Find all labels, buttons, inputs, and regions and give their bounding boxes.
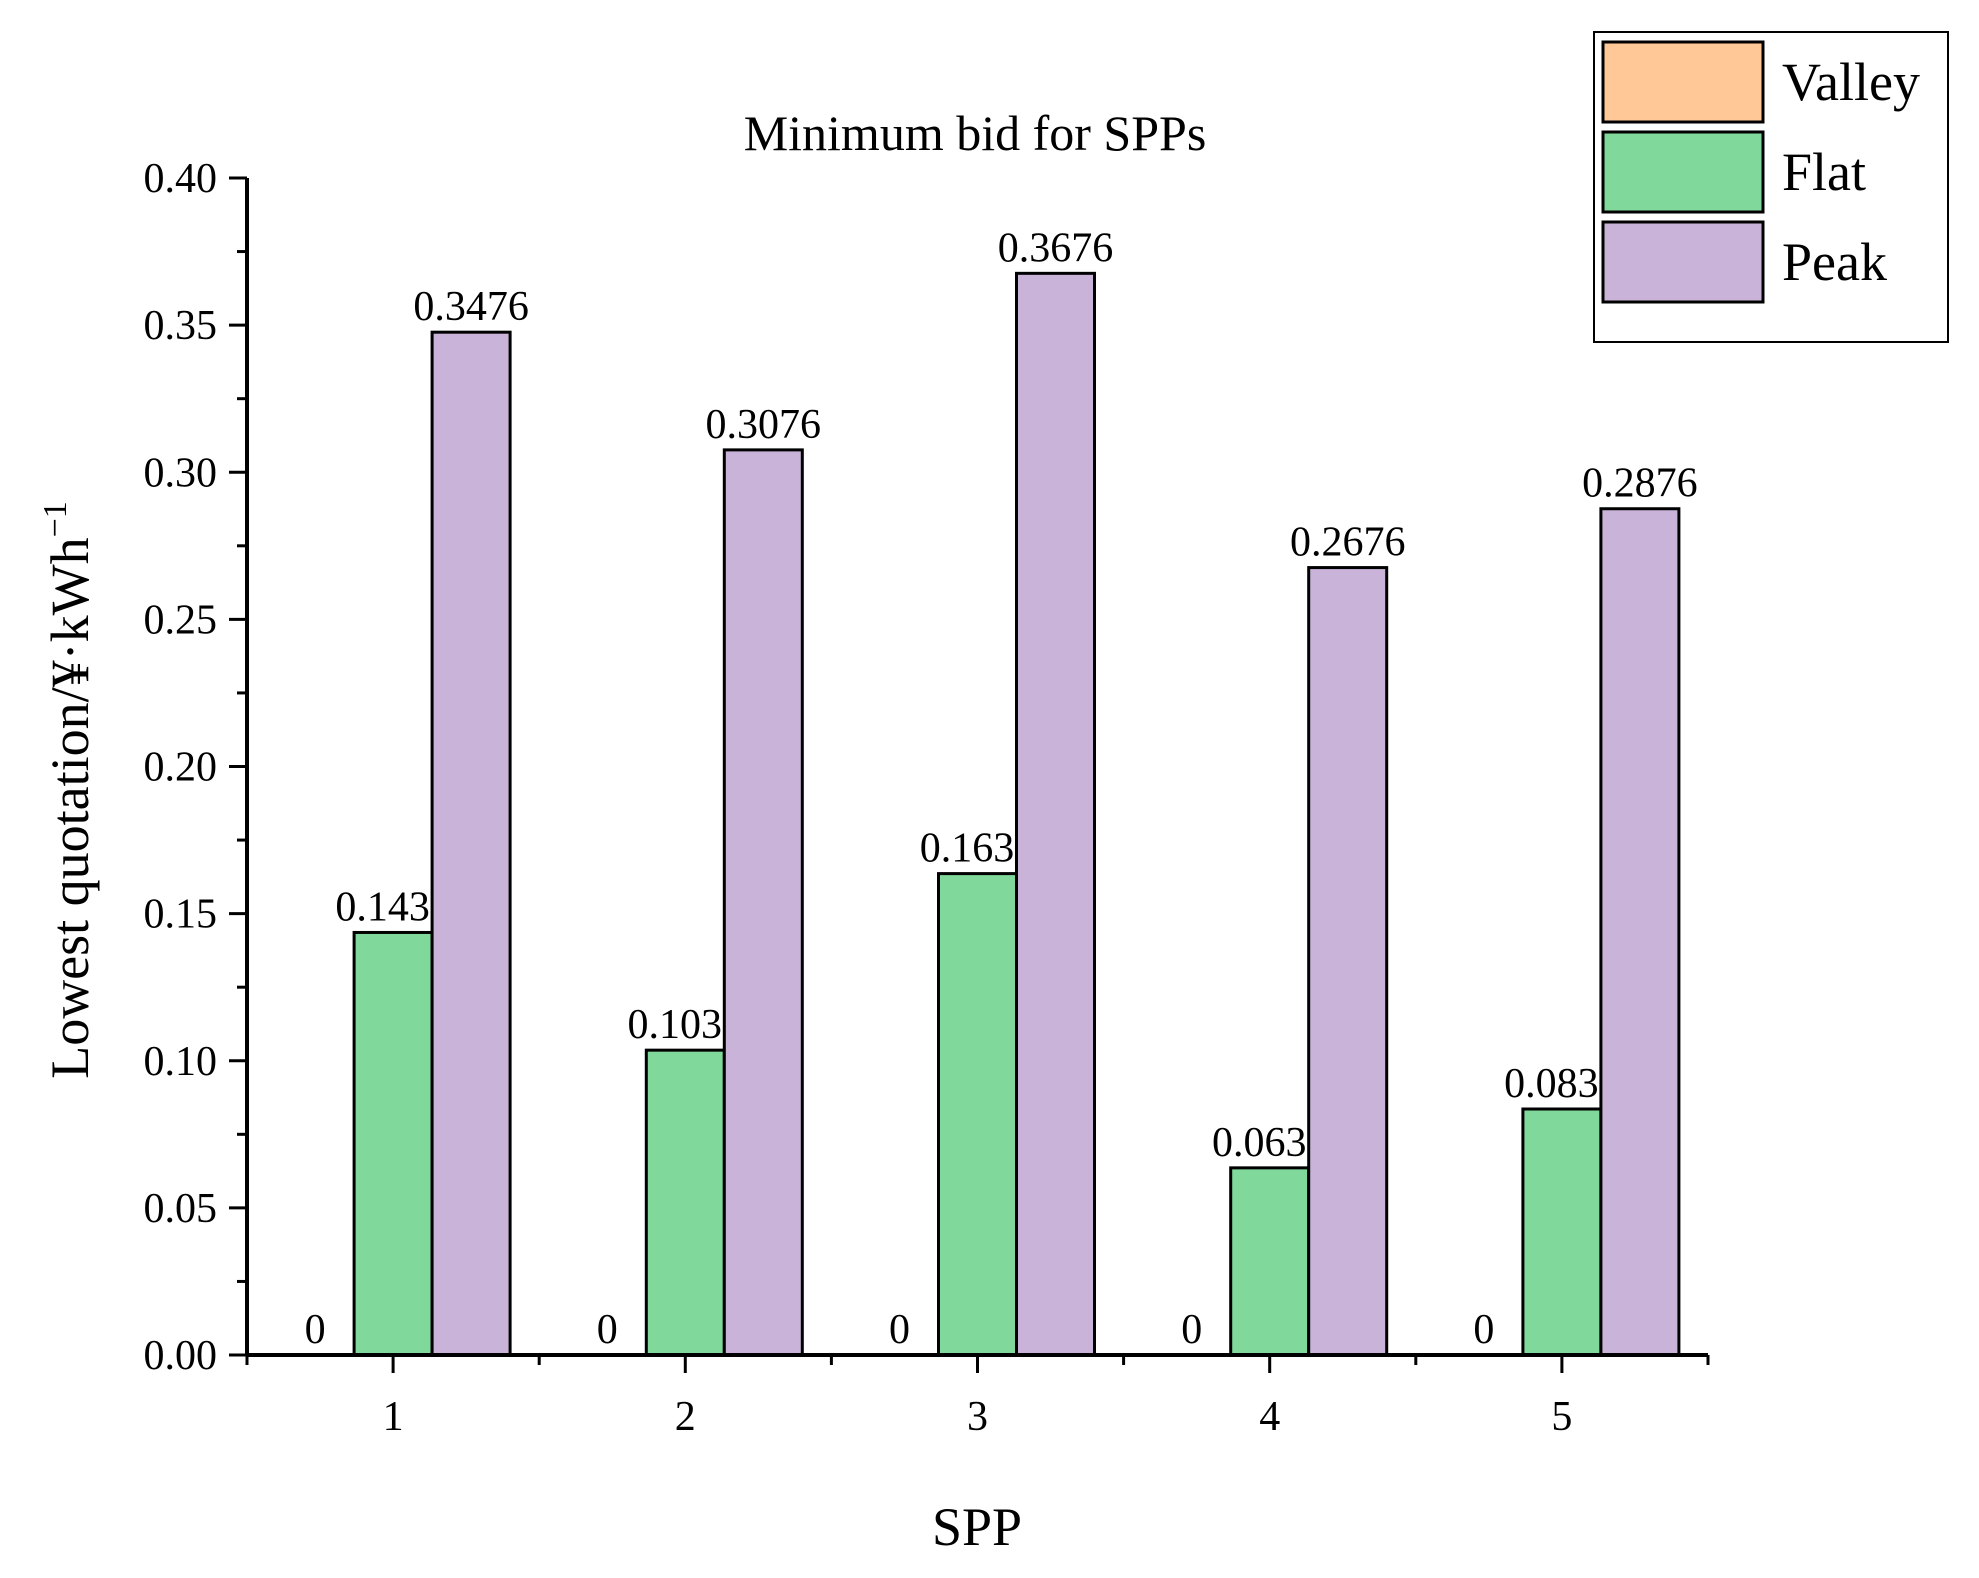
- y-axis-label: Lowest quotation/¥·kWh−1: [37, 501, 100, 1079]
- y-tick-label: 0.35: [144, 303, 218, 349]
- x-axis-label: SPP: [932, 1497, 1022, 1557]
- bar-flat-3: [937, 872, 1018, 1357]
- y-tick-label: 0.30: [144, 450, 218, 496]
- plot-area: 0 0 0 0 00.14360.10360.16360.06360.08360.347…: [144, 156, 1710, 1440]
- data-label-peak-4: 0.2676: [1290, 520, 1406, 566]
- data-label-valley-1: 0: [305, 1307, 326, 1353]
- data-label-valley-3: 0: [889, 1307, 910, 1353]
- bar-peak-5: [1599, 507, 1681, 1357]
- legend-label-valley: Valley: [1782, 52, 1920, 112]
- y-tick-label: 0.00: [144, 1333, 218, 1379]
- legend: Valley Flat Peak: [1593, 31, 1949, 343]
- legend-swatch-flat: [1601, 130, 1765, 214]
- x-tick-label: 4: [1259, 1394, 1280, 1440]
- y-axis-label-superscript: −1: [37, 501, 74, 537]
- data-label-peak-3: 0.3676: [998, 225, 1114, 271]
- bar-flat-2: [644, 1048, 726, 1357]
- data-label-valley-2: 0: [597, 1307, 618, 1353]
- chart-title: Minimum bid for SPPs: [744, 105, 1207, 161]
- y-tick-label: 0.15: [144, 892, 218, 938]
- y-axis-label-main: Lowest quotation/¥·kWh: [40, 537, 100, 1078]
- legend-swatch-peak: [1601, 220, 1765, 304]
- y-tick-label: 0.05: [144, 1186, 218, 1232]
- bar-flat-4: [1229, 1166, 1311, 1357]
- y-tick-label: 0.10: [144, 1039, 218, 1085]
- data-label-valley-4: 0: [1181, 1307, 1202, 1353]
- bar-peak-4: [1307, 566, 1389, 1357]
- data-label-peak-2: 0.3076: [706, 402, 822, 448]
- bar-flat-1: [352, 930, 434, 1357]
- x-tick-label: 2: [675, 1394, 696, 1440]
- y-tick-label: 0.20: [144, 745, 218, 791]
- bar-flat-5: [1521, 1107, 1603, 1357]
- legend-swatch-valley: [1601, 40, 1765, 124]
- x-tick-label: 5: [1551, 1394, 1572, 1440]
- y-tick-label: 0.40: [144, 156, 218, 202]
- bar-peak-1: [430, 330, 512, 1357]
- y-tick-label: 0.25: [144, 597, 218, 643]
- x-tick-label: 1: [383, 1394, 404, 1440]
- data-label-peak-1: 0.3476: [413, 284, 529, 330]
- legend-label-flat: Flat: [1782, 142, 1866, 202]
- data-label-peak-5: 0.2876: [1582, 461, 1698, 507]
- x-tick-label: 3: [967, 1394, 988, 1440]
- legend-label-peak: Peak: [1782, 232, 1887, 292]
- bar-peak-3: [1015, 271, 1096, 1357]
- bar-peak-2: [722, 448, 804, 1357]
- data-label-valley-5: 0: [1473, 1307, 1494, 1353]
